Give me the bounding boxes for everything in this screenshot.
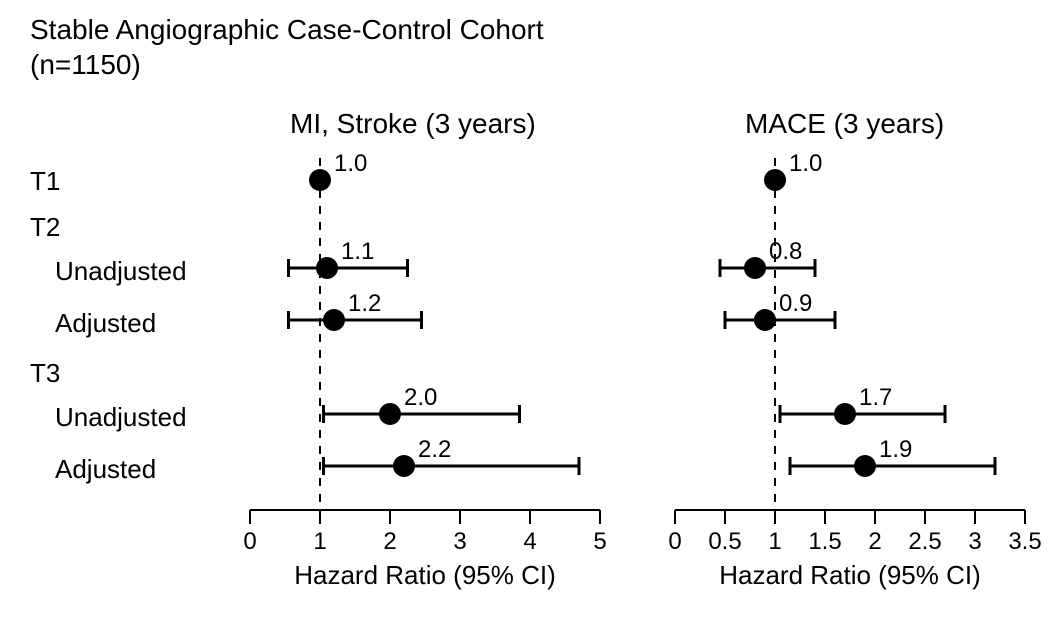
row-label-t2: T2: [30, 212, 60, 243]
tick-label: 0: [243, 528, 256, 556]
tick-label: 2: [383, 528, 396, 556]
panel-title-left: MI, Stroke (3 years): [290, 108, 536, 140]
figure-title: Stable Angiographic Case-Control Cohort …: [30, 12, 544, 82]
tick-label: 2: [868, 528, 881, 556]
tick-label: 5: [593, 528, 606, 556]
row-label-t2-unadj: Unadjusted: [55, 256, 187, 287]
tick-label: 3: [968, 528, 981, 556]
row-label-t3-adj: Adjusted: [55, 454, 156, 485]
tick-label: 0: [668, 528, 681, 556]
row-label-t2-adj: Adjusted: [55, 308, 156, 339]
row-label-t1: T1: [30, 166, 60, 197]
hr-value-label: 0.8: [769, 238, 802, 266]
tick-label: 1.5: [808, 528, 841, 556]
panel-title-right: MACE (3 years): [745, 108, 944, 140]
forest-panel-left: [245, 150, 605, 570]
row-label-t3: T3: [30, 358, 60, 389]
forest-panel-right: [670, 150, 1030, 570]
tick-label: 4: [523, 528, 536, 556]
tick-label: 1: [768, 528, 781, 556]
xlabel-left: Hazard Ratio (95% CI): [245, 560, 605, 591]
forest-plot-figure: { "title_line1": "Stable Angiographic Ca…: [0, 0, 1050, 644]
tick-label: 3: [453, 528, 466, 556]
hr-value-label: 1.7: [859, 384, 892, 412]
title-line1: Stable Angiographic Case-Control Cohort: [30, 14, 544, 45]
hr-value-label: 1.1: [341, 238, 374, 266]
hr-value-label: 1.0: [789, 150, 822, 178]
hr-value-label: 1.0: [334, 150, 367, 178]
hr-value-label: 0.9: [779, 290, 812, 318]
xlabel-right: Hazard Ratio (95% CI): [670, 560, 1030, 591]
row-label-t3-unadj: Unadjusted: [55, 402, 187, 433]
tick-label: 1: [313, 528, 326, 556]
tick-label: 0.5: [708, 528, 741, 556]
hr-value-label: 1.2: [348, 290, 381, 318]
tick-label: 2.5: [908, 528, 941, 556]
hr-value-label: 1.9: [879, 436, 912, 464]
hr-value-label: 2.2: [418, 436, 451, 464]
title-line2: (n=1150): [30, 49, 141, 80]
tick-label: 3.5: [1008, 528, 1041, 556]
hr-value-label: 2.0: [404, 384, 437, 412]
